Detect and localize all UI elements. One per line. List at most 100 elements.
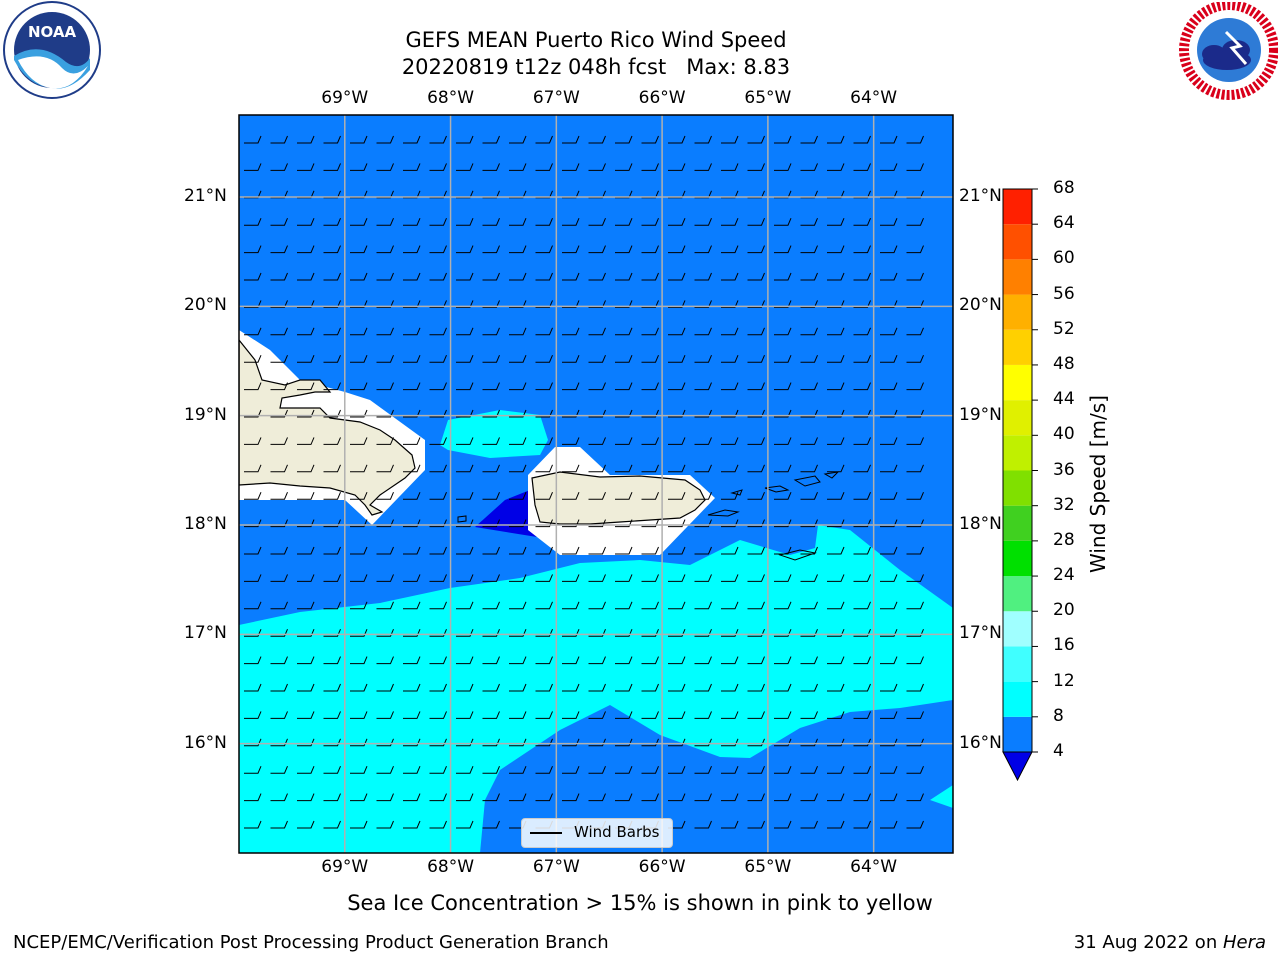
- wind-barb: [350, 272, 368, 281]
- wind-barb: [827, 272, 845, 281]
- wind-barb: [244, 382, 262, 391]
- wind-barb: [509, 683, 527, 692]
- wind-barb: [641, 519, 659, 528]
- wind-barb: [694, 272, 712, 281]
- wind-barb: [323, 546, 341, 555]
- wind-barb: [800, 546, 818, 555]
- wind-barb: [774, 601, 792, 610]
- wind-barb: [535, 437, 553, 445]
- wind-barb: [588, 272, 606, 281]
- wind-barb: [588, 546, 606, 555]
- wind-barb: [456, 190, 474, 199]
- wind-barb: [482, 711, 500, 719]
- wind-barb: [694, 409, 712, 418]
- wind-barb: [800, 492, 818, 500]
- wind-barb: [721, 492, 739, 500]
- wind-barb: [588, 355, 606, 363]
- wind-barb: [482, 464, 500, 473]
- wind-barb: [350, 163, 368, 171]
- wind-barb: [853, 245, 871, 254]
- wind-barb: [827, 738, 845, 747]
- wind-barb: [509, 546, 527, 555]
- wind-barb: [562, 738, 580, 747]
- wind-barb: [244, 135, 262, 144]
- wind-barb: [615, 190, 633, 199]
- wind-barb: [853, 793, 871, 802]
- wind-barb: [853, 135, 871, 144]
- colorbar: [1002, 188, 1038, 782]
- wind-barb: [244, 218, 262, 226]
- wind-barb: [482, 820, 500, 829]
- wind-barb: [880, 711, 898, 719]
- wind-barb: [562, 327, 580, 336]
- wind-barb: [800, 300, 818, 308]
- wind-barb: [853, 656, 871, 665]
- wind-barb: [429, 218, 447, 226]
- wind-barb: [827, 327, 845, 336]
- wind-barb: [694, 820, 712, 829]
- colorbar-segment-4: [1003, 576, 1032, 612]
- wind-barb: [403, 711, 421, 719]
- wind-barb: [774, 300, 792, 308]
- wind-barb: [641, 245, 659, 254]
- footer-date: 31 Aug 2022 on Hera: [1074, 932, 1266, 953]
- wind-barb: [376, 683, 394, 692]
- wind-barb: [853, 711, 871, 719]
- wind-barb: [350, 327, 368, 336]
- wind-barb: [853, 382, 871, 391]
- wind-barb: [880, 464, 898, 473]
- wind-barb: [270, 574, 288, 582]
- wind-barb: [853, 738, 871, 747]
- wind-barb: [774, 245, 792, 254]
- wind-barb: [747, 519, 765, 528]
- wind-barb: [297, 738, 315, 747]
- colorbar-tick-label-0: 4: [1053, 741, 1064, 761]
- wind-barb: [694, 656, 712, 665]
- wind-barb: [880, 820, 898, 829]
- lon-label-bottom-1: 68°W: [427, 857, 475, 877]
- wind-barb: [297, 327, 315, 336]
- wind-barb: [562, 464, 580, 473]
- wind-barb: [853, 574, 871, 582]
- wind-barb: [588, 245, 606, 254]
- wind-barb: [615, 245, 633, 254]
- wind-barb: [350, 409, 368, 418]
- wind-barb: [270, 546, 288, 555]
- wind-barb: [244, 409, 262, 418]
- wind-barb: [747, 300, 765, 308]
- wind-barb: [853, 766, 871, 774]
- wind-barb: [323, 519, 341, 528]
- wind-barb: [668, 409, 686, 418]
- wind-barb: [535, 327, 553, 336]
- wind-barb: [297, 601, 315, 610]
- wind-barb: [827, 300, 845, 308]
- footer-machine: Hera: [1222, 932, 1266, 953]
- wind-barb: [350, 190, 368, 199]
- wind-barb: [906, 300, 924, 308]
- wind-barb: [774, 820, 792, 829]
- wind-barb: [482, 738, 500, 747]
- wind-barb: [588, 519, 606, 528]
- wind-barb: [350, 711, 368, 719]
- wind-barb: [774, 163, 792, 171]
- lat-label-right-3: 19°N: [959, 404, 1002, 425]
- wind-barb: [403, 464, 421, 473]
- wind-barb: [827, 218, 845, 226]
- wind-barb: [588, 135, 606, 144]
- wind-barb: [721, 793, 739, 802]
- wind-barb: [694, 245, 712, 254]
- wind-barb: [641, 272, 659, 281]
- wind-barb: [668, 163, 686, 171]
- wind-barb: [535, 163, 553, 171]
- wind-barb: [376, 437, 394, 445]
- wind-barb: [853, 272, 871, 281]
- lon-label-bottom-3: 66°W: [638, 857, 686, 877]
- lat-label-left-1: 17°N: [184, 623, 227, 644]
- wind-barb: [668, 766, 686, 774]
- wind-barb: [456, 300, 474, 308]
- wind-barb: [244, 601, 262, 610]
- wind-barb: [588, 574, 606, 582]
- wind-barb: [509, 409, 527, 418]
- wind-barb: [668, 437, 686, 445]
- wind-barb: [880, 437, 898, 445]
